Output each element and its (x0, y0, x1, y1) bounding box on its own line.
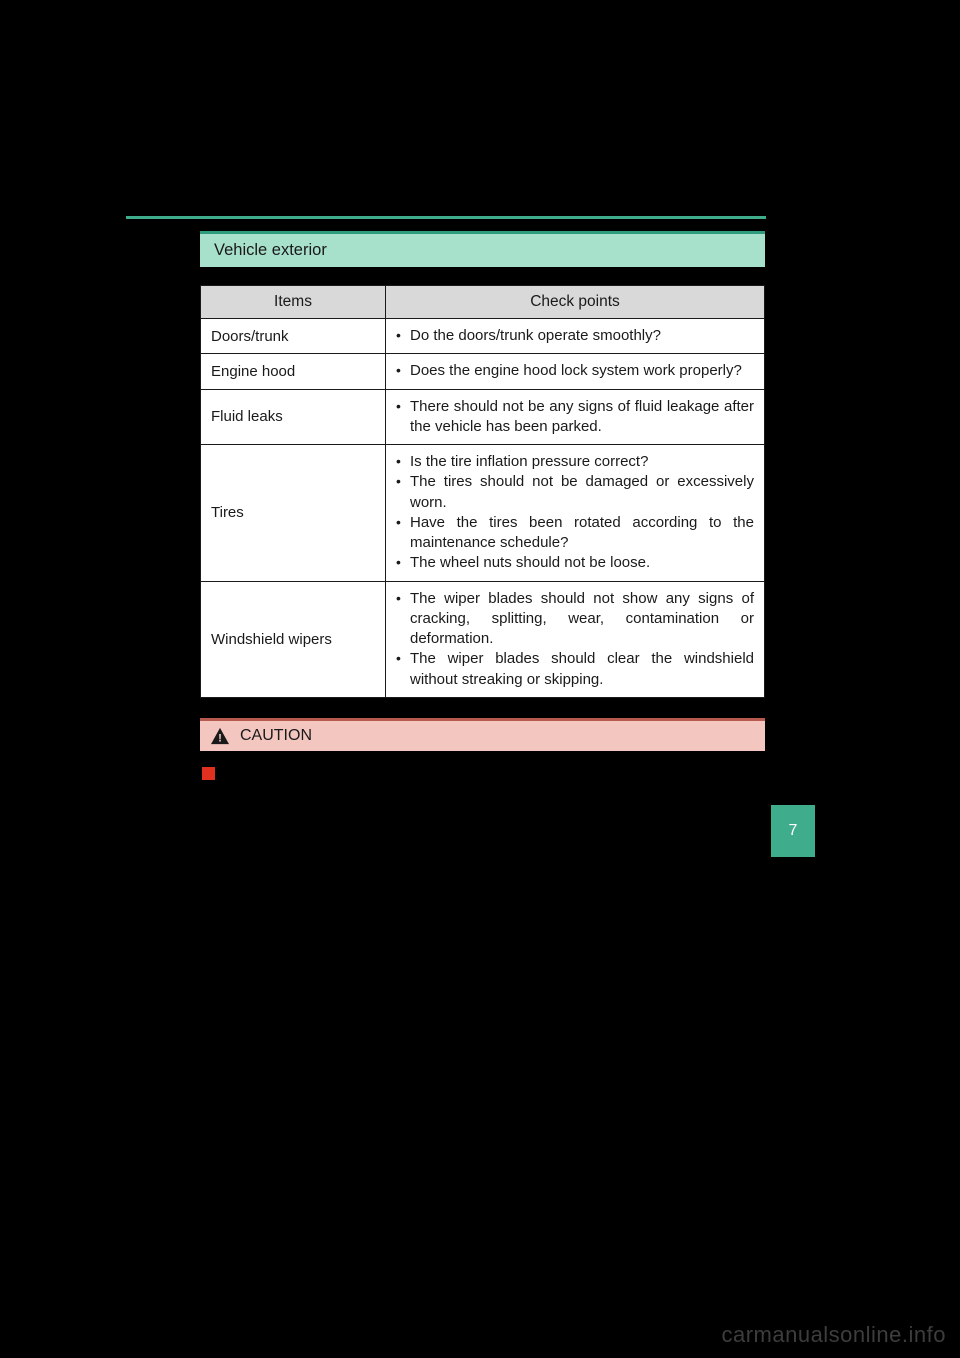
item-cell: Fluid leaks (201, 389, 386, 445)
table-row: Tires Is the tire inflation pressure cor… (201, 445, 765, 582)
check-point: Is the tire inflation pressure correct? (396, 452, 754, 472)
watermark-text: carmanualsonline.info (721, 1322, 946, 1348)
table-row: Windshield wipers The wiper blades shoul… (201, 581, 765, 697)
item-cell: Engine hood (201, 354, 386, 389)
check-point: The wiper blades should clear the windsh… (396, 649, 754, 690)
table-header-row: Items Check points (201, 286, 765, 319)
red-square-marker (202, 767, 215, 780)
chapter-number: 7 (789, 822, 798, 840)
caution-header: ! CAUTION (200, 718, 765, 751)
table-row: Engine hood Does the engine hood lock sy… (201, 354, 765, 389)
checklist: Does the engine hood lock system work pr… (396, 361, 754, 381)
checklist: Do the doors/trunk operate smoothly? (396, 326, 754, 346)
points-cell: Do the doors/trunk operate smoothly? (386, 319, 765, 354)
checklist: The wiper blades should not show any sig… (396, 589, 754, 690)
page-content: Vehicle exterior Items Check points Door… (200, 231, 765, 780)
exterior-check-table: Items Check points Doors/trunk Do the do… (200, 285, 765, 698)
caution-label: CAUTION (240, 727, 312, 745)
item-cell: Windshield wipers (201, 581, 386, 697)
check-point: There should not be any signs of fluid l… (396, 397, 754, 438)
table-row: Doors/trunk Do the doors/trunk operate s… (201, 319, 765, 354)
svg-text:!: ! (218, 732, 222, 744)
col-checkpoints: Check points (386, 286, 765, 319)
points-cell: Is the tire inflation pressure correct? … (386, 445, 765, 582)
points-cell: Does the engine hood lock system work pr… (386, 354, 765, 389)
header-rule (126, 216, 766, 219)
table-row: Fluid leaks There should not be any sign… (201, 389, 765, 445)
checklist: There should not be any signs of fluid l… (396, 397, 754, 438)
item-cell: Tires (201, 445, 386, 582)
section-header: Vehicle exterior (200, 231, 765, 267)
check-point: Have the tires been rotated according to… (396, 513, 754, 554)
warning-triangle-icon: ! (210, 727, 230, 745)
chapter-tab: 7 (771, 805, 815, 857)
check-point: The wiper blades should not show any sig… (396, 589, 754, 650)
item-cell: Doors/trunk (201, 319, 386, 354)
points-cell: There should not be any signs of fluid l… (386, 389, 765, 445)
check-point: The tires should not be damaged or exces… (396, 472, 754, 513)
col-items: Items (201, 286, 386, 319)
checklist: Is the tire inflation pressure correct? … (396, 452, 754, 574)
check-point: Do the doors/trunk operate smoothly? (396, 326, 754, 346)
points-cell: The wiper blades should not show any sig… (386, 581, 765, 697)
section-title: Vehicle exterior (214, 241, 327, 259)
check-point: Does the engine hood lock system work pr… (396, 361, 754, 381)
check-point: The wheel nuts should not be loose. (396, 553, 754, 573)
